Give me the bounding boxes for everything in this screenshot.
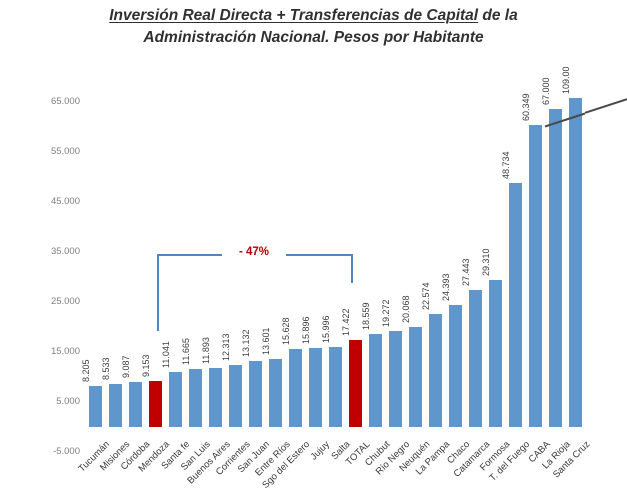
bar-santa-cruz xyxy=(569,98,582,427)
percent-change-annotation: - 47% xyxy=(222,246,286,258)
bar-value-label: 60.349 xyxy=(520,93,531,121)
bar-value-label: 15.996 xyxy=(320,315,331,343)
bar-santa-fe xyxy=(169,372,182,427)
bar-jujuy xyxy=(309,348,322,427)
bracket-right-line xyxy=(351,254,353,283)
chart-title: Inversión Real Directa + Transferencias … xyxy=(0,5,627,49)
bracket-left-line xyxy=(157,254,159,331)
bar-value-label: 11.893 xyxy=(200,337,211,364)
bar-san-luis xyxy=(189,369,202,427)
bar-san-juan xyxy=(249,361,262,427)
bar-la-rioja xyxy=(549,109,562,427)
bar-value-label: 17.422 xyxy=(340,308,351,336)
bar-value-label: 12.313 xyxy=(220,333,231,361)
bar-r-o-negro xyxy=(389,331,402,427)
bar-value-label: 9.153 xyxy=(140,354,151,377)
chart-title-underlined: Inversión Real Directa + Transferencias … xyxy=(109,7,479,24)
bar-neuqu-n xyxy=(409,327,422,427)
bar-value-label: 67.000 xyxy=(540,77,551,105)
y-axis-tick-label: 25.000 xyxy=(50,296,80,307)
bar-value-label: 8.533 xyxy=(100,357,111,380)
y-axis-tick-label: 55.000 xyxy=(50,146,80,157)
bar-misiones xyxy=(109,384,122,427)
bar-salta xyxy=(329,347,342,427)
bar-tucum-n xyxy=(89,386,102,427)
bar-value-label: 19.272 xyxy=(380,299,391,327)
bar-value-label: 11.041 xyxy=(160,341,171,368)
y-axis-tick-label: 65.000 xyxy=(50,96,80,107)
chart-title-line1-rest: de la xyxy=(478,7,518,24)
bar-value-label: 22.574 xyxy=(420,282,431,310)
chart-title-line1: Inversión Real Directa + Transferencias … xyxy=(0,5,627,27)
bar-entre-r-os xyxy=(269,359,282,427)
bar-value-label: 27.443 xyxy=(460,258,471,286)
bar-catamarca xyxy=(469,290,482,427)
y-axis-tick-label: 45.000 xyxy=(50,196,80,207)
y-axis-tick-label: -5.000 xyxy=(53,446,80,457)
bar-value-label: 24.393 xyxy=(440,273,451,301)
bar-value-label: 48.734 xyxy=(500,151,511,179)
bar-chubut xyxy=(369,334,382,427)
x-axis-category-label: Jujuy xyxy=(308,439,333,463)
bar-value-label: 18.559 xyxy=(360,302,371,330)
y-axis-tick-label: 5.000 xyxy=(56,396,80,407)
bar-formosa xyxy=(489,280,502,427)
y-axis-tick-label: 35.000 xyxy=(50,246,80,257)
bar-chaco xyxy=(449,305,462,427)
bar-buenos-aires xyxy=(209,368,222,427)
bar-total xyxy=(349,340,362,427)
bar-la-pampa xyxy=(429,314,442,427)
bar-value-label: 11.665 xyxy=(180,338,191,365)
bar-mendoza xyxy=(149,381,162,427)
bar-value-label: 109.00 xyxy=(560,66,571,94)
bar-value-label: 20.068 xyxy=(400,295,411,323)
bar-value-label: 29.310 xyxy=(480,248,491,276)
bar-sgo-del-estero xyxy=(289,349,302,427)
bar-t-del-fuego xyxy=(509,183,522,427)
bar-corrientes xyxy=(229,365,242,427)
bar-value-label: 9.087 xyxy=(120,355,131,378)
bar-value-label: 15.628 xyxy=(280,317,291,345)
bar-value-label: 13.601 xyxy=(260,327,271,355)
bar-value-label: 15.896 xyxy=(300,316,311,344)
bar-value-label: 13.132 xyxy=(240,329,251,357)
bar-c-rdoba xyxy=(129,382,142,427)
bar-value-label: 8.205 xyxy=(80,359,91,382)
y-axis-tick-label: 15.000 xyxy=(50,346,80,357)
bar-caba xyxy=(529,125,542,427)
chart-title-line2: Administración Nacional. Pesos por Habit… xyxy=(143,29,484,46)
